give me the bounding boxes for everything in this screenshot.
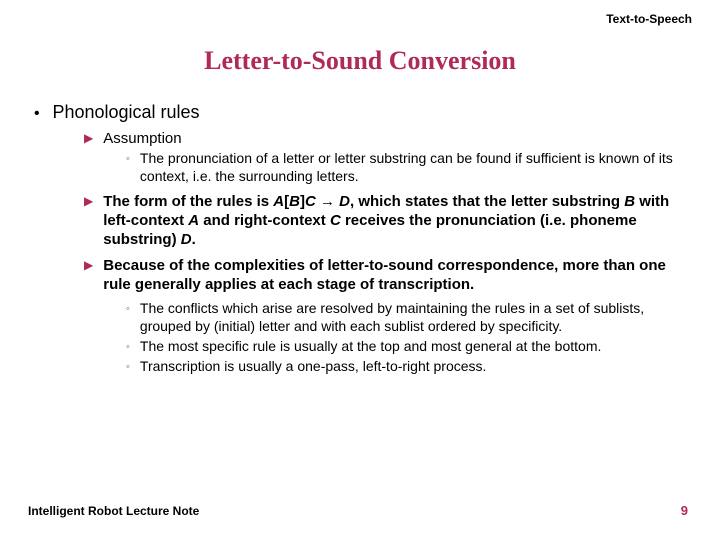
seg: B [624,193,635,210]
seg: . [192,231,196,248]
seg: and right-context [199,212,330,229]
seg: → [316,193,339,210]
footer-note: Intelligent Robot Lecture Note [28,504,199,518]
seg: , which states that the letter substring [350,193,624,210]
bullet2c-text: Because of the complexities of letter-to… [103,256,692,294]
bullet-dot-icon: • [34,105,48,123]
bullet1-text: Phonological rules [52,102,199,122]
seg: C [330,212,341,229]
bullet3a-text: The pronunciation of a letter or letter … [140,150,692,186]
bullet-level2: ▶ The form of the rules is A[B]C → D, wh… [84,192,692,250]
ring-icon: ◦ [126,358,130,376]
seg: A [188,212,199,229]
bullet2b-text: The form of the rules is A[B]C → D, whic… [103,192,692,250]
triangle-icon: ▶ [84,192,93,250]
ring-icon: ◦ [126,300,130,336]
bullet3b-text: The conflicts which arise are resolved b… [140,300,692,336]
bullet3c-text: The most specific rule is usually at the… [140,338,601,356]
bullet3d-text: Transcription is usually a one-pass, lef… [140,358,487,376]
ring-icon: ◦ [126,338,130,356]
bullet-level3: ◦ The conflicts which arise are resolved… [126,300,692,336]
seg: The form of the rules is [103,193,273,210]
seg: C [305,193,316,210]
bullet-level2: ▶ Because of the complexities of letter-… [84,256,692,294]
page-number: 9 [681,503,688,518]
bullet-level1: • Phonological rules [34,102,692,123]
ring-icon: ◦ [126,150,130,186]
triangle-icon: ▶ [84,129,93,148]
bullet-level3: ◦ The pronunciation of a letter or lette… [126,150,692,186]
bullet-level3: ◦ Transcription is usually a one-pass, l… [126,358,692,376]
header-label: Text-to-Speech [606,12,692,26]
slide-title: Letter-to-Sound Conversion [28,46,692,76]
bullet2a-text: Assumption [103,129,181,148]
bullet-level3: ◦ The most specific rule is usually at t… [126,338,692,356]
bullet-level2: ▶ Assumption [84,129,692,148]
triangle-icon: ▶ [84,256,93,294]
seg: A [273,193,284,210]
seg: B [289,193,300,210]
slide: Text-to-Speech Letter-to-Sound Conversio… [0,0,720,540]
seg: D [181,231,192,248]
seg: D [339,193,350,210]
